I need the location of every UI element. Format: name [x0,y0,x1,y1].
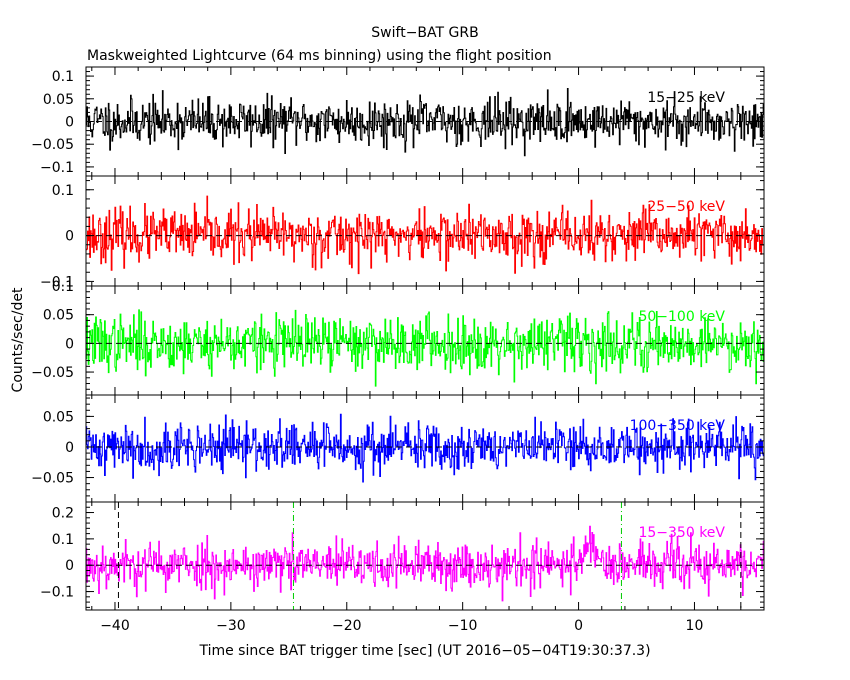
y-tick-label: −0.05 [31,365,74,381]
y-tick-label: −0.1 [40,585,74,601]
x-tick-label: −10 [448,618,478,634]
y-tick-label: 0.1 [52,279,74,295]
x-tick-label: 10 [686,618,704,634]
series-line [86,309,765,387]
x-tick-label: −40 [100,618,130,634]
x-axis-label: Time since BAT trigger time [sec] (UT 20… [198,643,650,659]
panel-3: −0.05 0 0.05 0.1 50−100 keV [31,279,765,396]
x-tick-label: −20 [332,618,362,634]
y-tick-label: −0.05 [31,471,74,487]
panel-4: −0.05 0 0.05 100−350 keV [31,394,765,503]
series-line [86,525,765,602]
panel-1: −0.1 −0.05 0 0.05 0.1 15−25 keV [31,66,765,177]
x-tick-label: −30 [216,618,246,634]
band-label: 15−25 keV [647,90,725,106]
y-tick-label: 0.05 [43,308,74,324]
band-label: 100−350 keV [630,418,726,434]
y-tick-label: 0.05 [43,409,74,425]
y-tick-label: −0.05 [31,137,74,153]
y-tick-label: 0.2 [52,506,74,522]
x-tick-label: 0 [574,618,583,634]
chart-title: Swift−BAT GRB [371,25,478,41]
panel-2: −0.1 0 0.1 25−50 keV [40,175,765,290]
y-tick-label: 0.1 [52,183,74,199]
band-label: 25−50 keV [647,199,725,215]
y-tick-label: −0.1 [40,274,74,290]
band-label: 15−350 keV [638,525,725,541]
y-tick-label: −0.1 [40,160,74,176]
y-tick-label: 0 [65,558,74,574]
panel-frame [85,501,765,611]
y-tick-label: 0 [65,229,74,245]
y-tick-label: 0 [65,336,74,352]
band-label: 50−100 keV [638,309,725,325]
chart-subtitle: Maskweighted Lightcurve (64 ms binning) … [87,48,552,64]
y-tick-label: 0 [65,440,74,456]
y-tick-label: 0.1 [52,69,74,85]
y-tick-label: 0.05 [43,92,74,108]
y-tick-label: 0.1 [52,532,74,548]
y-tick-label: 0 [65,115,74,131]
y-axis-label: Counts/sec/det [10,287,26,392]
panel-5: −0.1 0 0.1 0.2 15−350 keV [40,501,765,611]
series-line [86,195,765,275]
panels-group: −0.1 −0.05 0 0.05 0.1 15−25 keV −0.1 0 0.1 25−50 … [31,66,765,634]
